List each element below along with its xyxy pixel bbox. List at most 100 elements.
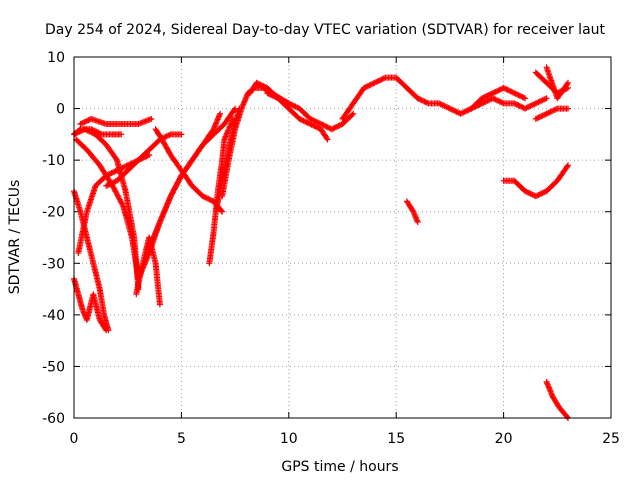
data-point bbox=[320, 122, 327, 129]
series-arc-25 bbox=[500, 162, 571, 200]
data-point bbox=[119, 164, 126, 171]
series-arc-16 bbox=[247, 79, 357, 133]
series-arc-26 bbox=[543, 378, 571, 421]
x-tick-label: 15 bbox=[387, 431, 405, 447]
y-tick-label: -30 bbox=[42, 256, 65, 272]
data-point bbox=[544, 110, 551, 117]
data-point bbox=[484, 92, 491, 99]
series-arc-17 bbox=[264, 90, 331, 143]
data-point bbox=[548, 108, 555, 115]
data-point bbox=[146, 152, 153, 158]
data-point bbox=[523, 188, 530, 195]
data-point bbox=[335, 123, 342, 129]
data-point bbox=[538, 190, 545, 197]
data-point bbox=[538, 113, 545, 120]
data-point bbox=[314, 119, 320, 126]
data-point bbox=[475, 102, 482, 109]
data-point bbox=[82, 118, 89, 125]
data-point bbox=[506, 87, 512, 94]
data-point bbox=[217, 110, 224, 117]
data-point bbox=[500, 84, 507, 91]
data-point bbox=[218, 207, 225, 214]
plot-frame bbox=[73, 56, 612, 419]
y-tick-label: 10 bbox=[47, 50, 65, 66]
data-point bbox=[307, 121, 314, 127]
x-tick-label: 10 bbox=[280, 431, 298, 447]
data-point bbox=[440, 102, 447, 109]
data-point bbox=[538, 97, 545, 104]
data-point bbox=[349, 111, 356, 118]
data-point bbox=[493, 88, 500, 95]
data-point bbox=[520, 94, 527, 101]
data-point bbox=[269, 92, 276, 99]
data-point bbox=[468, 105, 475, 112]
data-point bbox=[332, 124, 339, 131]
series-arc-20 bbox=[414, 84, 529, 117]
data-point bbox=[542, 111, 549, 118]
data-point bbox=[414, 219, 421, 225]
data-point bbox=[326, 124, 333, 131]
data-point bbox=[178, 131, 185, 138]
data-point bbox=[471, 104, 478, 111]
data-point bbox=[524, 104, 531, 111]
data-point bbox=[528, 191, 535, 198]
data-point bbox=[465, 106, 472, 113]
data-point bbox=[288, 101, 295, 108]
data-point bbox=[518, 103, 525, 110]
data-point bbox=[535, 192, 542, 198]
series-arc-21 bbox=[468, 95, 550, 112]
data-point bbox=[300, 117, 307, 124]
data-point bbox=[503, 86, 510, 93]
data-point bbox=[111, 179, 118, 186]
data-point bbox=[565, 105, 571, 112]
y-tick-label: 0 bbox=[56, 102, 65, 118]
series-arc-19 bbox=[403, 198, 421, 225]
data-point bbox=[84, 117, 91, 124]
y-tick-label: -60 bbox=[42, 411, 65, 427]
data-point bbox=[452, 108, 459, 115]
data-point bbox=[113, 155, 120, 162]
x-tick-label: 25 bbox=[602, 431, 620, 447]
chart-title: Day 254 of 2024, Sidereal Day-to-day VTE… bbox=[45, 22, 606, 38]
x-tick-label: 5 bbox=[177, 431, 186, 447]
data-point bbox=[285, 100, 292, 107]
data-point bbox=[515, 92, 522, 98]
data-point bbox=[324, 136, 331, 143]
y-tick-label: -50 bbox=[42, 359, 65, 375]
data-point bbox=[330, 125, 337, 132]
y-axis-ticks: 10 0 -10 -20 -30 -40 -50 -60 bbox=[42, 50, 611, 427]
data-point bbox=[512, 90, 519, 97]
data-point bbox=[487, 91, 494, 98]
x-axis-label: GPS time / hours bbox=[281, 459, 398, 475]
data-point bbox=[459, 110, 465, 117]
y-axis-label: SDTVAR / TECUs bbox=[7, 180, 23, 295]
series-arc-07 bbox=[75, 152, 153, 256]
data-point bbox=[528, 102, 535, 109]
data-point bbox=[496, 86, 503, 93]
data-point bbox=[522, 105, 529, 112]
series-arc-23 bbox=[532, 105, 571, 122]
data-point bbox=[118, 131, 125, 138]
series-arc-06 bbox=[77, 115, 155, 127]
data-point bbox=[481, 94, 488, 100]
series-arc-02 bbox=[71, 188, 112, 334]
data-point bbox=[484, 97, 491, 104]
data-point bbox=[540, 189, 547, 196]
y-tick-label: -40 bbox=[42, 308, 65, 324]
data-point bbox=[531, 101, 538, 108]
data-point bbox=[526, 190, 533, 196]
data-point bbox=[516, 92, 523, 99]
data-point bbox=[417, 96, 424, 103]
data-point bbox=[311, 117, 318, 124]
data-point bbox=[547, 108, 554, 115]
series-arc-12 bbox=[146, 110, 224, 251]
data-point bbox=[477, 101, 484, 108]
data-point bbox=[442, 103, 449, 110]
x-tick-label: 0 bbox=[70, 431, 79, 447]
data-point bbox=[111, 187, 118, 194]
x-axis-ticks: 0 5 10 15 20 25 bbox=[70, 57, 620, 447]
data-point bbox=[564, 413, 571, 420]
series-arc-24 bbox=[543, 64, 571, 102]
data-point bbox=[323, 135, 330, 142]
data-point bbox=[565, 162, 571, 169]
